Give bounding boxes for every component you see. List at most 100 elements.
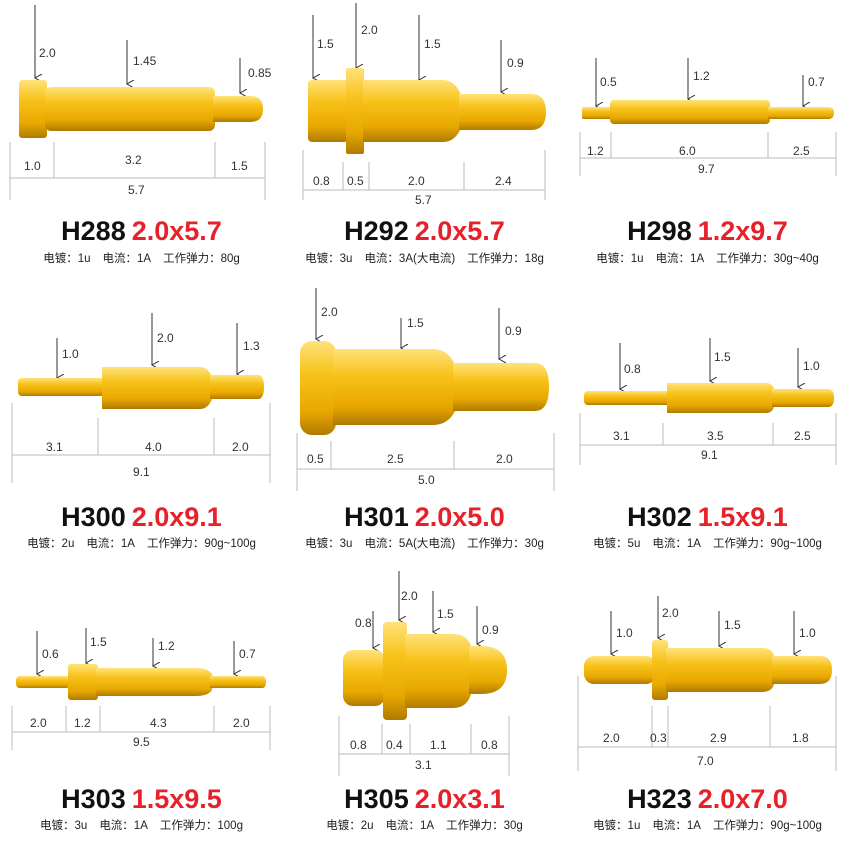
callout-label: 1.5 (437, 607, 454, 621)
model-code: H302 (627, 502, 692, 532)
pin-tail (582, 107, 612, 119)
callout-label: 2.0 (662, 606, 679, 620)
model-size: 2.0x3.1 (414, 784, 505, 814)
model-code: H303 (61, 784, 126, 814)
force-spec: 工作弹力：90g~100g (712, 538, 822, 550)
pin-collar (652, 640, 668, 700)
current-spec: 电流：1A (99, 820, 148, 832)
current-spec: 电流：1A (655, 253, 705, 265)
product-card-h298: 0.5 1.2 0.7 1.2 6.0 2.5 9.7 H298 1.2x9.7 … (566, 0, 849, 283)
force-spec: 工作弹力：18g (467, 253, 544, 265)
force-spec: 工作弹力：100g (159, 820, 243, 832)
segment-label: 2.4 (495, 174, 512, 188)
pin-barrel (96, 668, 212, 696)
current-spec: 电流：1A (385, 820, 435, 832)
force-spec: 工作弹力：90g~100g (712, 820, 822, 832)
product-title: H301 2.0x5.0 (283, 502, 566, 532)
segment-label: 6.0 (679, 144, 696, 158)
plating-spec: 电镀：1u (593, 820, 641, 832)
pin-barrel (102, 367, 212, 409)
segment-label: 0.8 (350, 738, 367, 752)
model-code: H300 (61, 502, 126, 532)
plating-spec: 电镀：3u (305, 253, 353, 265)
callout-label: 1.0 (62, 347, 79, 361)
callout-label: 1.5 (424, 37, 441, 51)
spec-line: 电镀：5u 电流：1A 工作弹力：90g~100g (566, 537, 849, 551)
spec-line: 电镀：1u 电流：1A 工作弹力：90g~100g (566, 819, 849, 833)
product-card-h323: 1.0 2.0 1.5 1.0 2.0 0.3 2.9 1.8 7.0 H323… (566, 566, 849, 849)
pin-plunger (210, 676, 266, 688)
plating-spec: 电镀：2u (27, 538, 75, 550)
callout-label: 1.2 (158, 639, 175, 653)
pin-collar (346, 68, 364, 154)
model-size: 2.0x5.7 (131, 216, 222, 246)
pin-collar (68, 664, 98, 700)
current-spec: 电流：1A (652, 820, 701, 832)
plating-spec: 电镀：1u (43, 253, 91, 265)
model-size: 2.0x5.7 (414, 216, 505, 246)
pin-barrel (610, 100, 770, 124)
total-length-label: 5.0 (418, 473, 435, 487)
model-size: 2.0x9.1 (131, 502, 222, 532)
pin-head (19, 80, 47, 138)
pin-barrel (667, 383, 774, 413)
callout-label: 0.8 (624, 362, 641, 376)
callout-label: 1.45 (133, 54, 157, 68)
segment-label: 1.0 (24, 159, 41, 173)
segment-label: 0.4 (386, 738, 403, 752)
callout-label: 2.0 (401, 589, 418, 603)
model-size: 2.0x5.0 (414, 502, 505, 532)
model-size: 1.2x9.7 (697, 216, 788, 246)
model-code: H298 (627, 216, 692, 246)
segment-label: 4.3 (150, 716, 167, 730)
segment-label: 2.0 (30, 716, 47, 730)
model-code: H305 (344, 784, 409, 814)
spec-line: 电镀：3u 电流：5A(大电流) 工作弹力：30g (283, 537, 566, 551)
callout-label: 0.9 (507, 56, 524, 70)
pin-barrel (405, 634, 471, 708)
current-spec: 电流：3A(大电流) (364, 253, 456, 265)
segment-label: 2.0 (408, 174, 425, 188)
spec-line: 电镀：2u 电流：1A 工作弹力：90g~100g (0, 537, 283, 551)
callout-label: 1.5 (90, 635, 107, 649)
callout-label: 0.6 (42, 647, 59, 661)
segment-label: 0.8 (481, 738, 498, 752)
force-spec: 工作弹力：30g~40g (716, 253, 819, 265)
product-card-h303: 0.6 1.5 1.2 0.7 2.0 1.2 4.3 2.0 9.5 H303… (0, 566, 283, 849)
pin-tail (584, 656, 656, 684)
total-length-label: 5.7 (128, 183, 145, 197)
callout-label: 1.5 (407, 316, 424, 330)
pin-plunger (453, 363, 549, 411)
total-length-label: 3.1 (415, 758, 432, 772)
total-length-label: 9.1 (701, 448, 718, 462)
segment-label: 2.0 (603, 731, 620, 745)
pin-collar (383, 622, 407, 720)
callout-label: 0.7 (239, 647, 256, 661)
spec-line: 电镀：2u 电流：1A 工作弹力：30g (283, 819, 566, 833)
callout-label: 2.0 (321, 305, 338, 319)
model-size: 1.5x9.1 (697, 502, 788, 532)
callout-label: 0.7 (808, 75, 825, 89)
segment-label: 1.2 (74, 716, 91, 730)
product-card-h302: 0.8 1.5 1.0 3.1 3.5 2.5 9.1 H302 1.5x9.1 … (566, 283, 849, 566)
force-spec: 工作弹力：90g~100g (146, 538, 256, 550)
product-title: H302 1.5x9.1 (566, 502, 849, 532)
segment-label: 4.0 (145, 440, 162, 454)
product-title: H288 2.0x5.7 (0, 216, 283, 246)
pin-diagram: 0.8 2.0 1.5 0.9 0.8 0.4 1.1 0.8 3.1 (338, 571, 510, 776)
pin-diagram: 2.0 1.5 0.9 0.5 2.5 2.0 5.0 (296, 288, 555, 491)
pin-tail (343, 650, 385, 706)
total-length-label: 5.7 (415, 193, 432, 207)
pin-tail (16, 676, 70, 688)
pin-diagram: 2.0 1.45 0.85 1.0 3.2 1.5 5.7 (9, 5, 272, 200)
pin-plunger (459, 94, 546, 130)
pin-diagram: 0.6 1.5 1.2 0.7 2.0 1.2 4.3 2.0 9.5 (11, 628, 271, 750)
callout-label: 1.5 (317, 37, 334, 51)
segment-label: 2.9 (710, 731, 727, 745)
pin-diagram: 0.5 1.2 0.7 1.2 6.0 2.5 9.7 (579, 58, 837, 176)
segment-label: 2.5 (794, 429, 811, 443)
pin-plunger (772, 389, 834, 407)
pin-diagram: 1.0 2.0 1.5 1.0 2.0 0.3 2.9 1.8 7.0 (577, 596, 837, 771)
pin-diagram: 0.8 1.5 1.0 3.1 3.5 2.5 9.1 (579, 338, 837, 465)
segment-label: 0.5 (347, 174, 364, 188)
